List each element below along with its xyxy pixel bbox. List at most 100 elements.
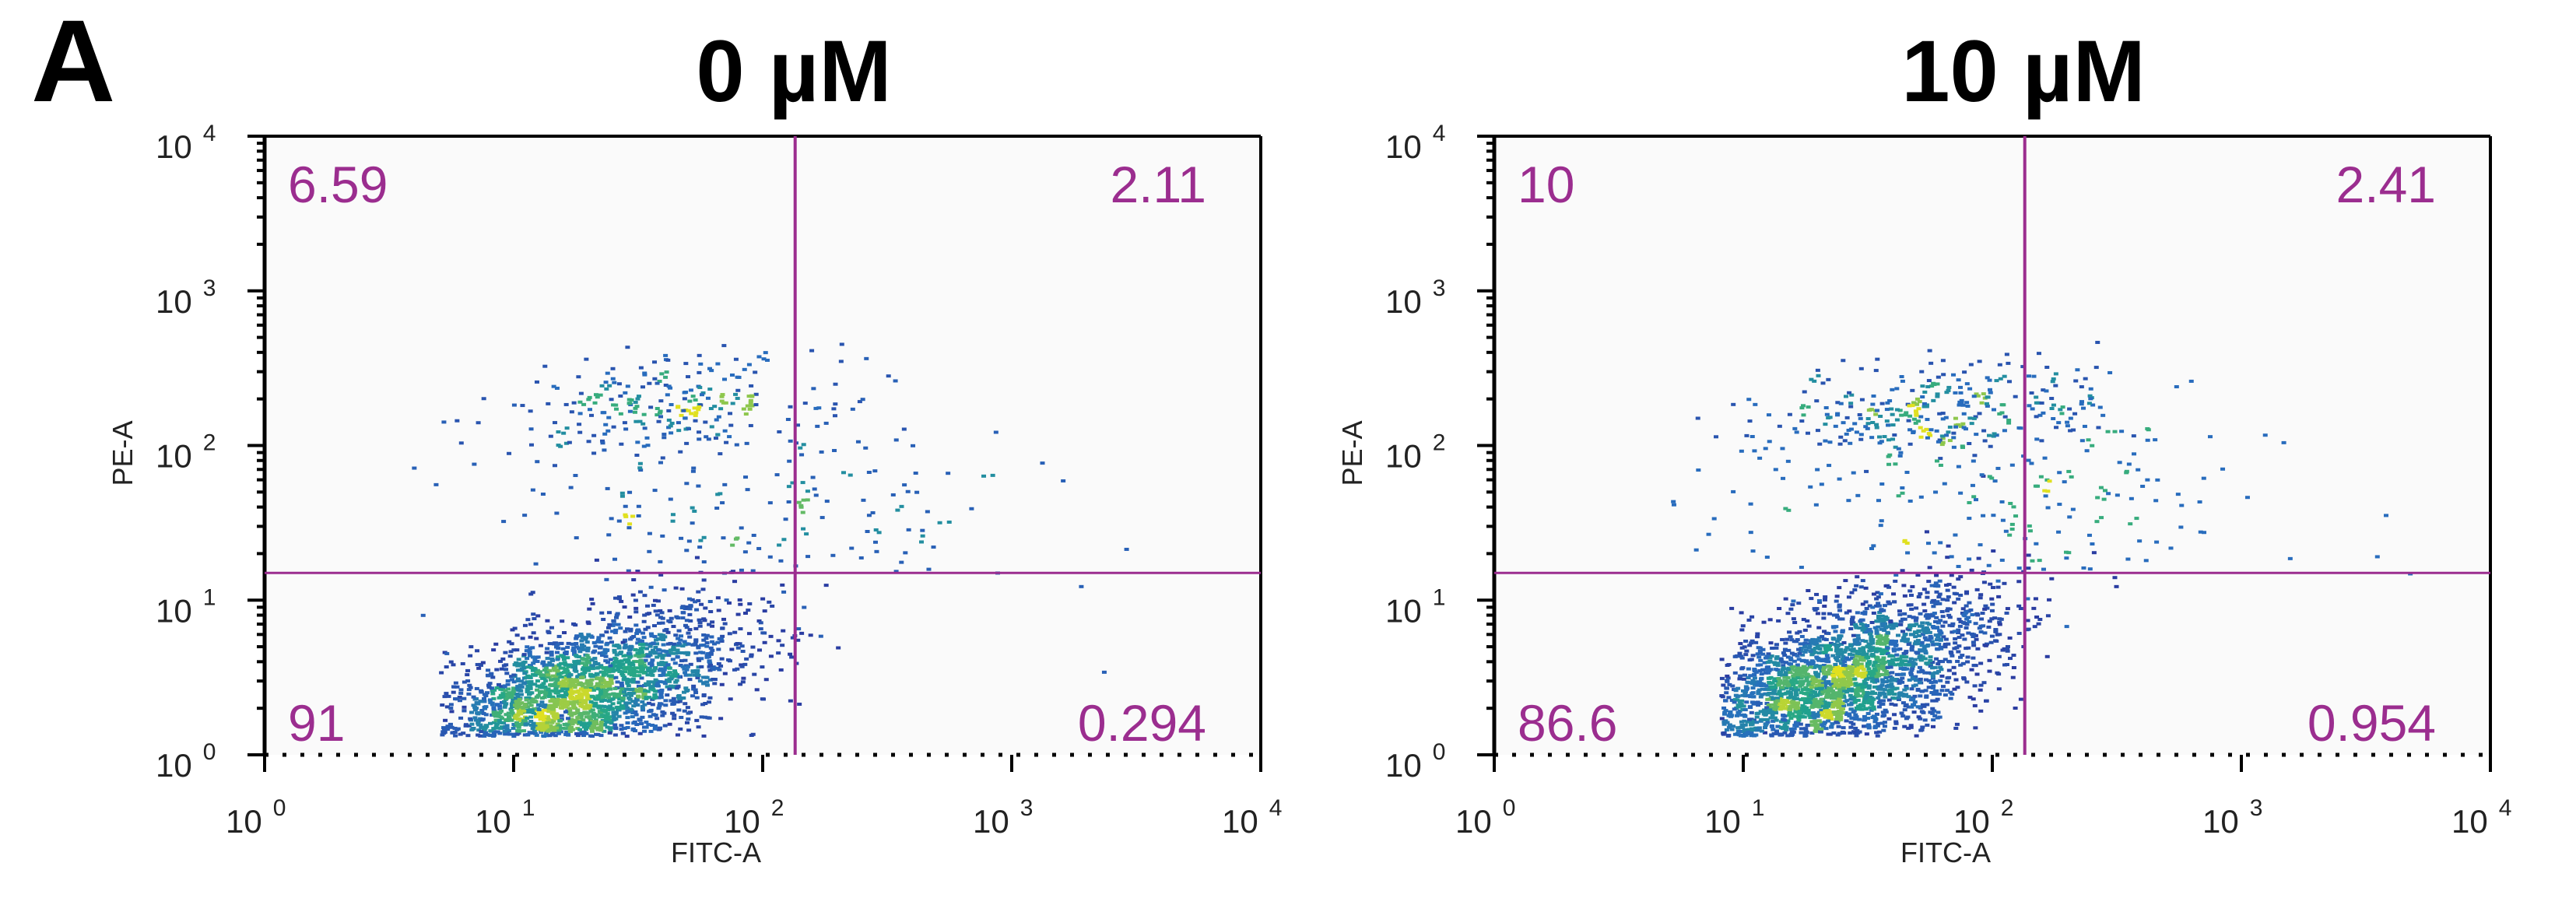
plot-0-point: [682, 391, 687, 395]
plot-1-point: [1880, 680, 1886, 684]
plot-1-point: [1919, 728, 1925, 731]
plot-1-point: [1965, 660, 1971, 664]
plot-0-point: [505, 679, 511, 683]
plot-0-point: [468, 686, 473, 689]
plot-0-point: [492, 721, 497, 724]
plot-0-point: [693, 626, 699, 630]
plot-1-point: [1735, 695, 1740, 699]
plot-1-point: [2034, 615, 2040, 619]
plot-0-point: [646, 723, 651, 727]
plot-0-point: [579, 731, 584, 735]
plot-0-point: [528, 664, 533, 668]
plot-0-point: [635, 660, 640, 664]
plot-1-point: [1916, 670, 1921, 674]
plot-1-point: [1771, 719, 1776, 723]
plot-0-point: [634, 632, 640, 636]
plot-0-point: [655, 647, 661, 651]
plot-0-point: [611, 714, 616, 717]
plot-1-point: [1742, 723, 1748, 727]
plot-0-point: [720, 393, 725, 397]
plot-0-point: [590, 708, 595, 712]
plot-1-point: [1927, 630, 1932, 634]
plot-0-point: [680, 665, 686, 668]
plot-0-point: [901, 427, 907, 431]
plot-0-point: [734, 443, 739, 447]
plot-0-point: [704, 680, 710, 684]
plot-1-point: [1828, 641, 1834, 645]
plot-0-point: [500, 725, 505, 729]
plot-1-point: [1741, 677, 1746, 681]
plot-1-point: [1842, 663, 1848, 667]
plot-0-point: [749, 395, 755, 398]
plot-0-point: [516, 708, 521, 712]
plot-0-point: [697, 545, 703, 549]
plot-0-point: [548, 678, 553, 682]
plot-0-point: [640, 700, 645, 703]
plot-1-point: [1771, 703, 1777, 707]
plot-0-point: [605, 712, 610, 716]
plot-0-point: [568, 729, 574, 733]
plot-0-point: [739, 663, 744, 667]
plot-1-point: [1782, 653, 1788, 657]
plot-1-point: [1782, 675, 1788, 679]
plot-1-point: [1945, 689, 1950, 693]
plot-0-point: [686, 539, 692, 543]
plot-1-point: [1792, 672, 1798, 676]
plot-1-point: [1931, 643, 1936, 647]
plot-1-point: [1735, 726, 1741, 730]
plot-0-point: [616, 701, 622, 705]
plot-0-point: [558, 661, 563, 665]
plot-0-point: [712, 405, 718, 409]
plot-1-point: [1889, 623, 1894, 627]
plot-1-point: [1800, 688, 1806, 692]
plot-0-point: [574, 645, 580, 649]
plot-1-point: [1913, 675, 1918, 679]
plot-1-point: [1937, 592, 1943, 596]
plot-1-point: [1750, 728, 1756, 732]
plot-0-point: [627, 522, 633, 526]
plot-0-point: [541, 682, 546, 686]
plot-0-point: [474, 697, 479, 701]
plot-0-point: [552, 677, 557, 681]
plot-0-point: [503, 689, 508, 693]
plot-0-point: [539, 683, 545, 687]
plot-0-point: [780, 583, 785, 587]
plot-0-point: [607, 623, 612, 626]
plot-1-point: [1978, 596, 1983, 600]
plot-1-point: [1876, 604, 1882, 608]
plot-1-point: [1782, 698, 1788, 702]
plot-1-point: [1830, 703, 1836, 707]
plot-1-point: [1817, 691, 1823, 695]
plot-0-point: [539, 689, 544, 693]
plot-0-point: [690, 506, 695, 510]
plot-0-point: [783, 517, 788, 521]
plot-0-point: [678, 696, 683, 700]
plot-0-point: [695, 668, 700, 672]
plot-1-point: [1753, 670, 1759, 674]
plot-0-point: [474, 701, 479, 705]
plot-0-point: [567, 685, 572, 689]
plot-1-point: [1772, 689, 1778, 693]
plot-0-point: [504, 727, 510, 731]
plot-0-point: [721, 377, 727, 381]
plot-0-point: [695, 675, 700, 679]
plot-0-point: [645, 667, 651, 671]
plot-0-point: [619, 599, 624, 603]
plot-0-point: [499, 685, 504, 689]
plot-0-point: [733, 537, 739, 541]
plot-1-point: [1945, 680, 1950, 684]
plot-0-point: [789, 655, 795, 659]
plot-1-point: [1936, 710, 1941, 714]
plot-0-point: [613, 726, 619, 730]
plot-0-point: [690, 521, 695, 525]
plot-1-point: [1734, 714, 1739, 717]
plot-1-point: [1897, 679, 1903, 682]
plot-0-point: [630, 514, 636, 518]
plot-0-point: [718, 637, 723, 640]
plot-0-point: [686, 651, 691, 655]
plot-1-point: [1844, 611, 1849, 615]
plot-1-point: [1785, 719, 1791, 723]
plot-1-point: [1821, 668, 1827, 672]
plot-1-point: [1866, 642, 1872, 646]
plot-1-point: [1741, 704, 1746, 708]
